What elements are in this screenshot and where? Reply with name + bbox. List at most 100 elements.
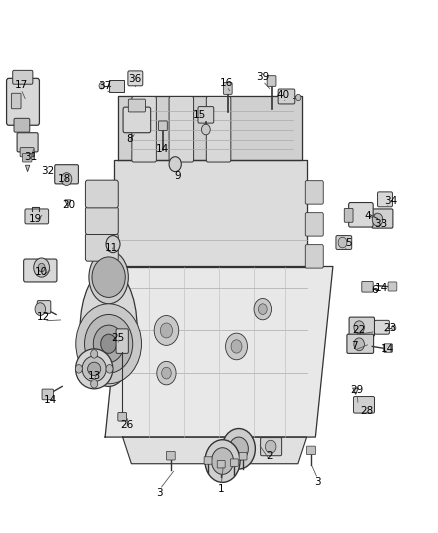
Circle shape xyxy=(91,379,98,388)
Circle shape xyxy=(106,236,120,253)
FancyBboxPatch shape xyxy=(37,301,51,313)
Polygon shape xyxy=(105,266,333,437)
Text: 25: 25 xyxy=(112,334,125,343)
FancyBboxPatch shape xyxy=(378,192,392,207)
Text: 14: 14 xyxy=(44,395,57,405)
FancyBboxPatch shape xyxy=(55,165,78,184)
Circle shape xyxy=(392,325,396,330)
Text: 34: 34 xyxy=(384,197,397,206)
Circle shape xyxy=(212,448,233,474)
Circle shape xyxy=(338,237,347,248)
Text: 26: 26 xyxy=(120,421,134,430)
FancyBboxPatch shape xyxy=(388,282,397,291)
Text: 37: 37 xyxy=(99,82,112,91)
Circle shape xyxy=(85,314,133,373)
FancyBboxPatch shape xyxy=(353,397,374,413)
FancyBboxPatch shape xyxy=(132,96,156,162)
Text: 11: 11 xyxy=(105,243,118,253)
Text: 32: 32 xyxy=(41,166,54,175)
Text: 3: 3 xyxy=(314,478,321,487)
Circle shape xyxy=(92,257,125,297)
Circle shape xyxy=(229,437,248,461)
FancyBboxPatch shape xyxy=(25,209,49,224)
Circle shape xyxy=(91,350,98,358)
Text: 39: 39 xyxy=(256,72,269,82)
FancyBboxPatch shape xyxy=(230,459,238,466)
Text: 28: 28 xyxy=(360,407,374,416)
FancyBboxPatch shape xyxy=(307,446,315,455)
FancyBboxPatch shape xyxy=(362,281,373,292)
Polygon shape xyxy=(353,388,358,394)
FancyBboxPatch shape xyxy=(305,181,323,204)
Circle shape xyxy=(76,304,141,384)
FancyBboxPatch shape xyxy=(128,99,145,112)
Polygon shape xyxy=(25,165,30,172)
Circle shape xyxy=(160,323,173,338)
Circle shape xyxy=(296,94,301,101)
Text: 31: 31 xyxy=(24,152,37,162)
Text: 16: 16 xyxy=(220,78,233,87)
FancyBboxPatch shape xyxy=(261,438,282,456)
FancyBboxPatch shape xyxy=(349,203,373,227)
Text: 10: 10 xyxy=(35,267,48,277)
FancyBboxPatch shape xyxy=(109,80,124,92)
Circle shape xyxy=(372,213,383,226)
FancyBboxPatch shape xyxy=(239,453,247,460)
Circle shape xyxy=(61,173,72,185)
FancyBboxPatch shape xyxy=(305,245,323,268)
Text: 40: 40 xyxy=(276,90,289,100)
Text: 14: 14 xyxy=(381,344,394,354)
Circle shape xyxy=(231,340,242,353)
FancyBboxPatch shape xyxy=(374,320,389,334)
Text: 12: 12 xyxy=(37,312,50,322)
Circle shape xyxy=(169,157,181,172)
FancyBboxPatch shape xyxy=(85,207,118,235)
Text: 9: 9 xyxy=(174,171,181,181)
Text: 2: 2 xyxy=(266,451,273,461)
Text: 4: 4 xyxy=(364,211,371,221)
FancyBboxPatch shape xyxy=(217,461,225,468)
FancyBboxPatch shape xyxy=(305,213,323,236)
FancyBboxPatch shape xyxy=(347,334,374,353)
Circle shape xyxy=(354,321,364,334)
FancyBboxPatch shape xyxy=(372,209,393,228)
FancyBboxPatch shape xyxy=(14,118,30,132)
Circle shape xyxy=(201,124,210,135)
FancyBboxPatch shape xyxy=(85,180,118,208)
FancyBboxPatch shape xyxy=(24,259,57,282)
Text: 29: 29 xyxy=(350,385,364,395)
FancyBboxPatch shape xyxy=(349,317,374,336)
Text: 6: 6 xyxy=(371,286,378,295)
FancyBboxPatch shape xyxy=(42,389,53,400)
Circle shape xyxy=(157,361,176,385)
FancyBboxPatch shape xyxy=(118,413,127,421)
Circle shape xyxy=(35,303,46,316)
FancyBboxPatch shape xyxy=(169,96,194,162)
Circle shape xyxy=(106,365,113,373)
Circle shape xyxy=(205,440,240,482)
FancyBboxPatch shape xyxy=(278,89,295,104)
FancyBboxPatch shape xyxy=(206,96,231,162)
Circle shape xyxy=(154,316,179,345)
FancyBboxPatch shape xyxy=(344,208,353,222)
FancyBboxPatch shape xyxy=(22,154,32,162)
FancyBboxPatch shape xyxy=(267,76,276,86)
Circle shape xyxy=(226,333,247,360)
Polygon shape xyxy=(65,200,71,207)
Text: 17: 17 xyxy=(14,80,28,90)
Text: 5: 5 xyxy=(345,238,352,247)
FancyBboxPatch shape xyxy=(166,451,175,460)
FancyBboxPatch shape xyxy=(13,70,33,84)
FancyBboxPatch shape xyxy=(198,107,214,123)
Circle shape xyxy=(38,263,45,272)
Circle shape xyxy=(354,338,364,351)
Ellipse shape xyxy=(80,269,137,386)
FancyBboxPatch shape xyxy=(159,121,167,131)
FancyBboxPatch shape xyxy=(17,133,38,152)
Text: 19: 19 xyxy=(29,214,42,223)
Text: 13: 13 xyxy=(88,371,101,381)
FancyBboxPatch shape xyxy=(85,233,118,261)
FancyBboxPatch shape xyxy=(7,78,39,125)
Text: 23: 23 xyxy=(383,323,396,333)
FancyBboxPatch shape xyxy=(336,236,352,249)
